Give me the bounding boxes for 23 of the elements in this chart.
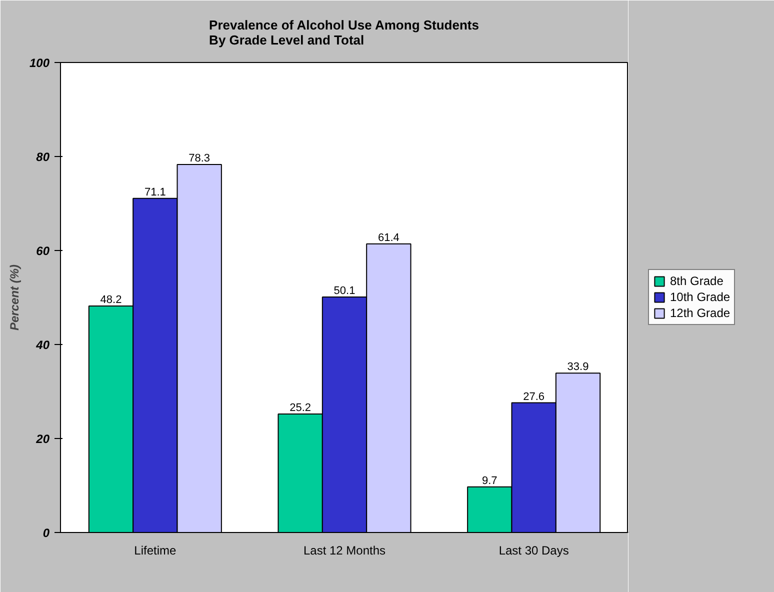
x-tick-label: Lifetime (134, 544, 176, 558)
x-tick-label: Last 12 Months (303, 544, 386, 558)
data-label: 9.7 (482, 474, 498, 487)
data-label: 71.1 (144, 186, 166, 198)
data-label: 61.4 (378, 232, 400, 244)
y-tick-label: 60 (36, 244, 50, 258)
y-tick-label: 100 (29, 56, 50, 70)
data-label: 33.9 (567, 361, 589, 374)
chart-title: Prevalence of Alcohol Use Among Students By Grade Level and Total (209, 18, 479, 48)
data-label: 27.6 (523, 390, 545, 403)
y-tick-label: 20 (35, 432, 50, 446)
data-label: 48.2 (100, 294, 122, 306)
legend-label: 10th Grade (670, 290, 730, 304)
data-label: 78.3 (188, 152, 210, 164)
legend-label: 8th Grade (670, 274, 724, 288)
y-axis-title: Percent (%) (7, 264, 22, 331)
data-label: 50.1 (334, 285, 356, 298)
y-tick-label: 40 (35, 338, 50, 352)
y-tick-label: 80 (36, 150, 50, 164)
y-tick-label: 0 (42, 526, 50, 540)
legend-label: 12th Grade (670, 306, 730, 320)
data-label: 25.2 (290, 402, 312, 414)
x-tick-label: Last 30 Days (498, 544, 569, 558)
